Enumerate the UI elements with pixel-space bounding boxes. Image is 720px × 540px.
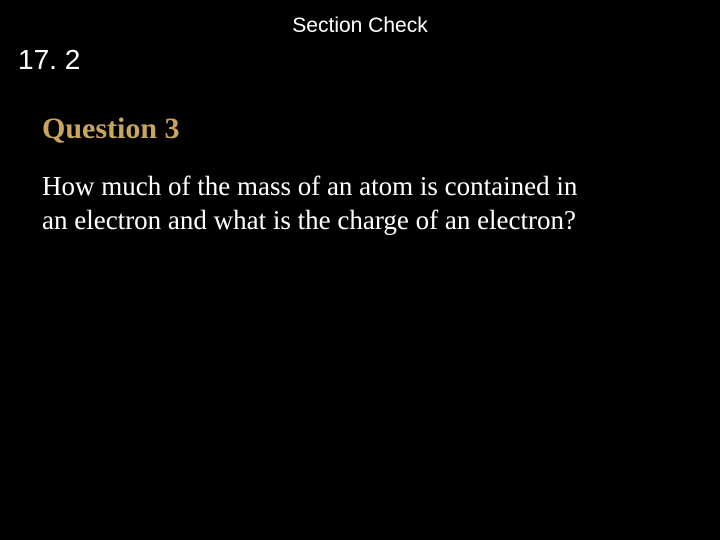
section-check-title: Section Check <box>0 14 720 38</box>
section-number: 17. 2 <box>18 44 80 76</box>
question-body: How much of the mass of an atom is conta… <box>42 170 602 238</box>
question-label: Question 3 <box>42 112 180 146</box>
